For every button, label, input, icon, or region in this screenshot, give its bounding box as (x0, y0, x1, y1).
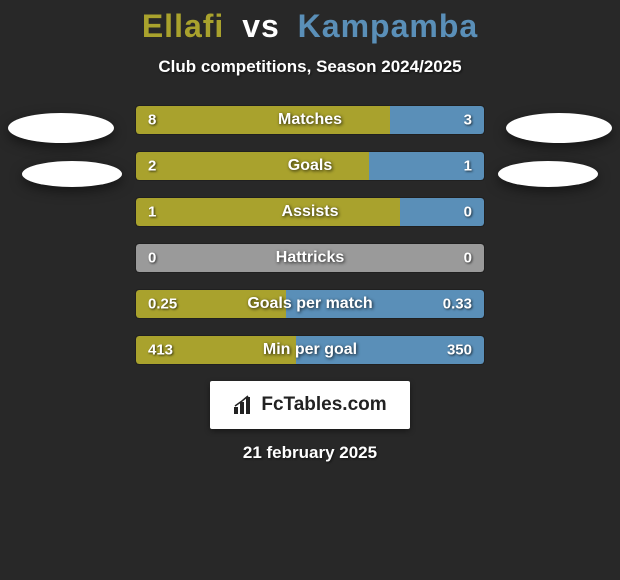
stat-row: 1 0 Assists (135, 197, 485, 227)
stat-bar-left (136, 198, 400, 226)
stats-area: 8 3 Matches 2 1 Goals 1 0 Assists 0 0 Hattricks 0.25… (0, 105, 620, 365)
stat-value-right: 1 (464, 158, 472, 175)
stat-row: 2 1 Goals (135, 151, 485, 181)
stat-value-right: 3 (464, 112, 472, 129)
stat-value-left: 1 (148, 204, 156, 221)
logo-text: FcTables.com (233, 394, 386, 416)
stat-row: 8 3 Matches (135, 105, 485, 135)
stat-rows: 8 3 Matches 2 1 Goals 1 0 Assists 0 0 Hattricks 0.25… (135, 105, 485, 365)
stat-bar-left (136, 106, 390, 134)
stat-label: Assists (282, 203, 339, 221)
stat-value-right: 350 (447, 342, 472, 359)
stat-value-right: 0 (464, 204, 472, 221)
bars-icon (233, 395, 255, 415)
footer-date: 21 february 2025 (0, 443, 620, 463)
player2-photo-placeholder (506, 113, 612, 143)
stat-label: Min per goal (263, 341, 357, 359)
stat-value-right: 0 (464, 250, 472, 267)
player1-name: Ellafi (142, 8, 224, 44)
stat-label: Goals per match (247, 295, 372, 313)
stat-value-left: 413 (148, 342, 173, 359)
comparison-card: Ellafi vs Kampamba Club competitions, Se… (0, 0, 620, 580)
stat-value-left: 2 (148, 158, 156, 175)
stat-value-left: 8 (148, 112, 156, 129)
stat-value-left: 0.25 (148, 296, 177, 313)
title-vs: vs (242, 8, 280, 44)
stat-bar-left (136, 152, 369, 180)
page-title: Ellafi vs Kampamba (0, 8, 620, 45)
player1-photo-placeholder (8, 113, 114, 143)
subtitle: Club competitions, Season 2024/2025 (0, 57, 620, 77)
stat-label: Goals (288, 157, 332, 175)
footer-logo: FcTables.com (210, 381, 410, 429)
logo-label: FcTables.com (261, 394, 386, 416)
stat-label: Hattricks (276, 249, 344, 267)
player2-name: Kampamba (298, 8, 479, 44)
stat-label: Matches (278, 111, 342, 129)
stat-value-right: 0.33 (443, 296, 472, 313)
stat-value-left: 0 (148, 250, 156, 267)
player1-flag-placeholder (22, 161, 122, 187)
stat-row: 0 0 Hattricks (135, 243, 485, 273)
stat-row: 0.25 0.33 Goals per match (135, 289, 485, 319)
player2-flag-placeholder (498, 161, 598, 187)
stat-row: 413 350 Min per goal (135, 335, 485, 365)
